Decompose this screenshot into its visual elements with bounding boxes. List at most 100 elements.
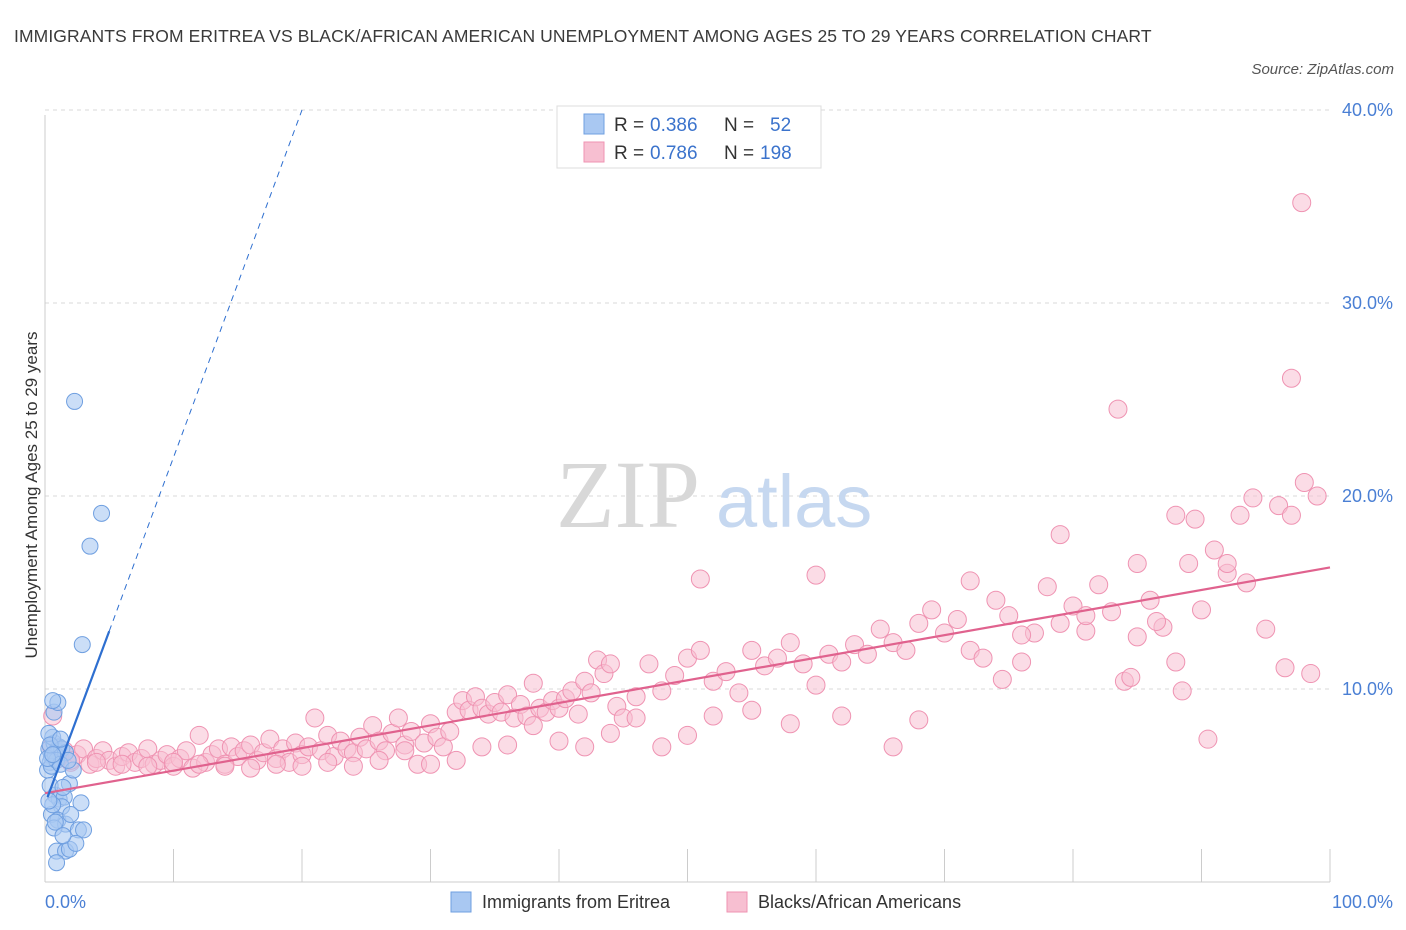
legend-n-value-1: 52: [770, 115, 791, 136]
point-blacks-182: [138, 756, 158, 776]
point-blacks-195: [1172, 681, 1192, 701]
point-blacks-126: [1089, 575, 1109, 595]
chart-title: IMMIGRANTS FROM ERITREA VS BLACK/AFRICAN…: [14, 26, 1152, 46]
y-axis-label: Unemployment Among Ages 25 to 29 years: [22, 332, 41, 659]
point-blacks-184: [86, 752, 106, 772]
bottom-legend-swatch-eritrea: [450, 891, 472, 913]
legend-r-label-2: R =: [614, 143, 644, 164]
point-eritrea-41: [93, 504, 111, 522]
point-eritrea-40: [81, 537, 99, 555]
point-eritrea-50: [54, 827, 72, 845]
point-blacks-138: [1243, 488, 1263, 508]
point-blacks-117: [973, 648, 993, 668]
point-blacks-193: [1147, 611, 1167, 631]
point-blacks-196: [1121, 667, 1141, 687]
point-blacks-123: [1050, 613, 1070, 633]
y-tick-label-0: 10.0%: [1342, 679, 1393, 699]
point-blacks-106: [832, 652, 852, 672]
point-blacks-167: [523, 716, 543, 736]
point-blacks-137: [1230, 505, 1250, 525]
bottom-legend-eritrea: Immigrants from Eritrea: [482, 892, 671, 912]
point-blacks-162: [652, 737, 672, 757]
point-blacks-54: [388, 708, 408, 728]
point-blacks-102: [780, 633, 800, 653]
legend-n-value-2: 198: [760, 143, 792, 164]
point-blacks-168: [498, 735, 518, 755]
point-eritrea-39: [73, 636, 91, 654]
point-eritrea-28: [75, 821, 93, 839]
point-blacks-191: [960, 571, 980, 591]
point-blacks-139: [1256, 619, 1276, 639]
point-blacks-124: [1063, 596, 1083, 616]
legend-r-value-1: 0.386: [650, 115, 698, 136]
point-blacks-62: [440, 721, 460, 741]
point-blacks-34: [260, 729, 280, 749]
point-blacks-21: [176, 741, 196, 761]
point-blacks-176: [292, 756, 312, 776]
point-blacks-135: [1204, 540, 1224, 560]
point-blacks-71: [498, 685, 518, 705]
trend-lines: [44, 109, 1331, 798]
x-tick-label-0: 0.0%: [45, 892, 86, 912]
legend-swatch-blacks: [583, 141, 605, 163]
point-blacks-140: [1269, 496, 1289, 516]
point-blacks-87: [600, 654, 620, 674]
point-blacks-157: [832, 706, 852, 726]
point-blacks-152: [1275, 658, 1295, 678]
point-blacks-170: [446, 750, 466, 770]
point-blacks-159: [742, 700, 762, 720]
point-blacks-99: [742, 640, 762, 660]
point-blacks-161: [678, 725, 697, 745]
point-blacks-172: [395, 741, 415, 761]
point-blacks-129: [1127, 627, 1147, 647]
point-blacks-177: [266, 754, 286, 774]
y-tick-label-2: 30.0%: [1342, 293, 1393, 313]
point-blacks-98: [729, 683, 749, 703]
point-blacks-150: [1166, 505, 1186, 525]
legend-r-value-2: 0.786: [650, 143, 698, 164]
point-blacks-75: [523, 673, 543, 693]
point-blacks-151: [1185, 509, 1205, 529]
trend-line-eritrea-extension: [108, 109, 303, 632]
point-blacks-189: [690, 569, 710, 589]
point-blacks-142: [1294, 472, 1314, 492]
point-blacks-173: [369, 750, 389, 770]
point-blacks-141: [1281, 505, 1301, 525]
point-eritrea-51: [62, 805, 80, 823]
point-eritrea-17: [44, 692, 62, 710]
point-blacks-175: [318, 752, 338, 772]
point-blacks-155: [909, 710, 929, 730]
point-eritrea-45: [44, 746, 62, 764]
legend-r-label-1: R =: [614, 115, 644, 136]
legend-swatch-eritrea: [583, 113, 605, 135]
point-blacks-41: [305, 708, 325, 728]
correlation-legend: R = 0.386 N = 52 R = 0.786 N = 198: [556, 105, 822, 169]
point-blacks-169: [472, 737, 492, 757]
point-blacks-163: [626, 708, 646, 728]
point-blacks-143: [1307, 486, 1327, 506]
point-eritrea-35: [67, 834, 85, 852]
point-blacks-95: [690, 640, 710, 660]
point-eritrea-49: [46, 813, 64, 831]
watermark-zip: ZIP: [556, 441, 700, 548]
point-blacks-166: [549, 731, 569, 751]
point-blacks-112: [909, 613, 929, 633]
point-blacks-148: [1127, 554, 1147, 574]
point-blacks-149: [1217, 554, 1237, 574]
trend-line-blacks: [44, 566, 1331, 795]
point-eritrea-37: [54, 778, 72, 796]
point-blacks-183: [112, 754, 132, 774]
point-blacks-122: [1037, 577, 1057, 597]
point-eritrea-42: [66, 392, 84, 410]
y-tick-labels: 10.0% 20.0% 30.0% 40.0%: [1342, 100, 1393, 699]
trend-line-eritrea: [46, 630, 111, 798]
point-blacks-147: [1050, 525, 1070, 545]
point-blacks-120: [1012, 652, 1032, 672]
point-blacks-190: [1012, 625, 1032, 645]
point-blacks-132: [1166, 652, 1186, 672]
x-tick-label-1: 100.0%: [1332, 892, 1393, 912]
point-blacks-158: [780, 714, 800, 734]
legend-n-label-1: N =: [724, 115, 754, 136]
point-eritrea-33: [48, 854, 66, 872]
point-blacks-146: [1108, 399, 1128, 419]
